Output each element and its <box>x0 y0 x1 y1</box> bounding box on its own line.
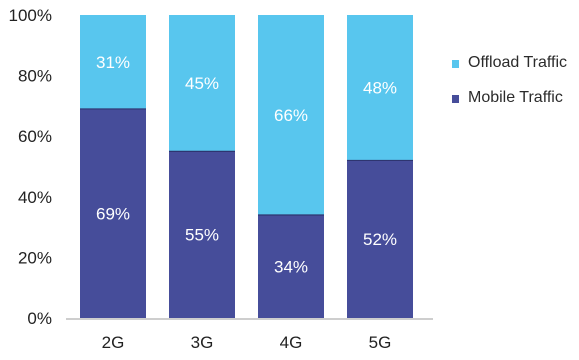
legend-label: Mobile Traffic <box>468 89 563 106</box>
data-label-offload: 66% <box>274 106 308 125</box>
y-tick-label: 40% <box>18 188 52 207</box>
bar-offload-traffic <box>258 15 324 215</box>
x-axis: 2G 3G 4G 5G <box>102 333 392 352</box>
y-tick-label: 60% <box>18 127 52 146</box>
y-tick-label: 20% <box>18 248 52 267</box>
data-label-mobile: 69% <box>96 204 130 223</box>
legend: Offload Traffic Mobile Traffic <box>452 54 567 106</box>
legend-label: Offload Traffic <box>468 54 567 71</box>
data-label-offload: 45% <box>185 74 219 93</box>
bar-mobile-traffic <box>80 108 146 319</box>
y-axis: 0% 20% 40% 60% 80% 100% <box>9 6 52 328</box>
bar-mobile-traffic <box>258 214 324 318</box>
data-label-offload: 48% <box>363 79 397 98</box>
bar-mobile-traffic <box>347 160 413 318</box>
bar-offload-traffic <box>80 15 146 109</box>
bars: 69% 31% 55% 45% 34% 66% 52% 48% <box>80 15 413 319</box>
x-category-label: 3G <box>191 333 214 352</box>
bar-offload-traffic <box>169 15 235 152</box>
y-tick-label: 80% <box>18 67 52 86</box>
y-tick-label: 0% <box>27 309 52 328</box>
legend-swatch <box>452 95 459 103</box>
x-category-label: 5G <box>369 333 392 352</box>
bar-offload-traffic <box>347 15 413 161</box>
x-category-label: 4G <box>280 333 303 352</box>
data-label-mobile: 52% <box>363 230 397 249</box>
bar-mobile-traffic <box>169 151 235 318</box>
data-label-mobile: 34% <box>274 257 308 276</box>
data-label-mobile: 55% <box>185 226 219 245</box>
x-category-label: 2G <box>102 333 125 352</box>
legend-swatch <box>452 60 459 68</box>
y-tick-label: 100% <box>9 6 52 25</box>
data-label-offload: 31% <box>96 53 130 72</box>
